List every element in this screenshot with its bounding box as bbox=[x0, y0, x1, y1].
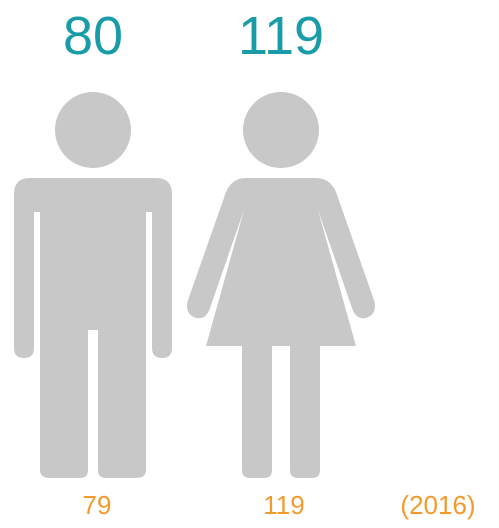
female-icon bbox=[187, 92, 375, 478]
male-previous: 79 bbox=[83, 490, 112, 520]
year-note: (2016) bbox=[400, 490, 475, 520]
female-previous: 119 bbox=[263, 490, 304, 520]
male-icon bbox=[14, 92, 172, 478]
female-value: 119 bbox=[238, 6, 324, 66]
male-value: 80 bbox=[63, 6, 123, 66]
